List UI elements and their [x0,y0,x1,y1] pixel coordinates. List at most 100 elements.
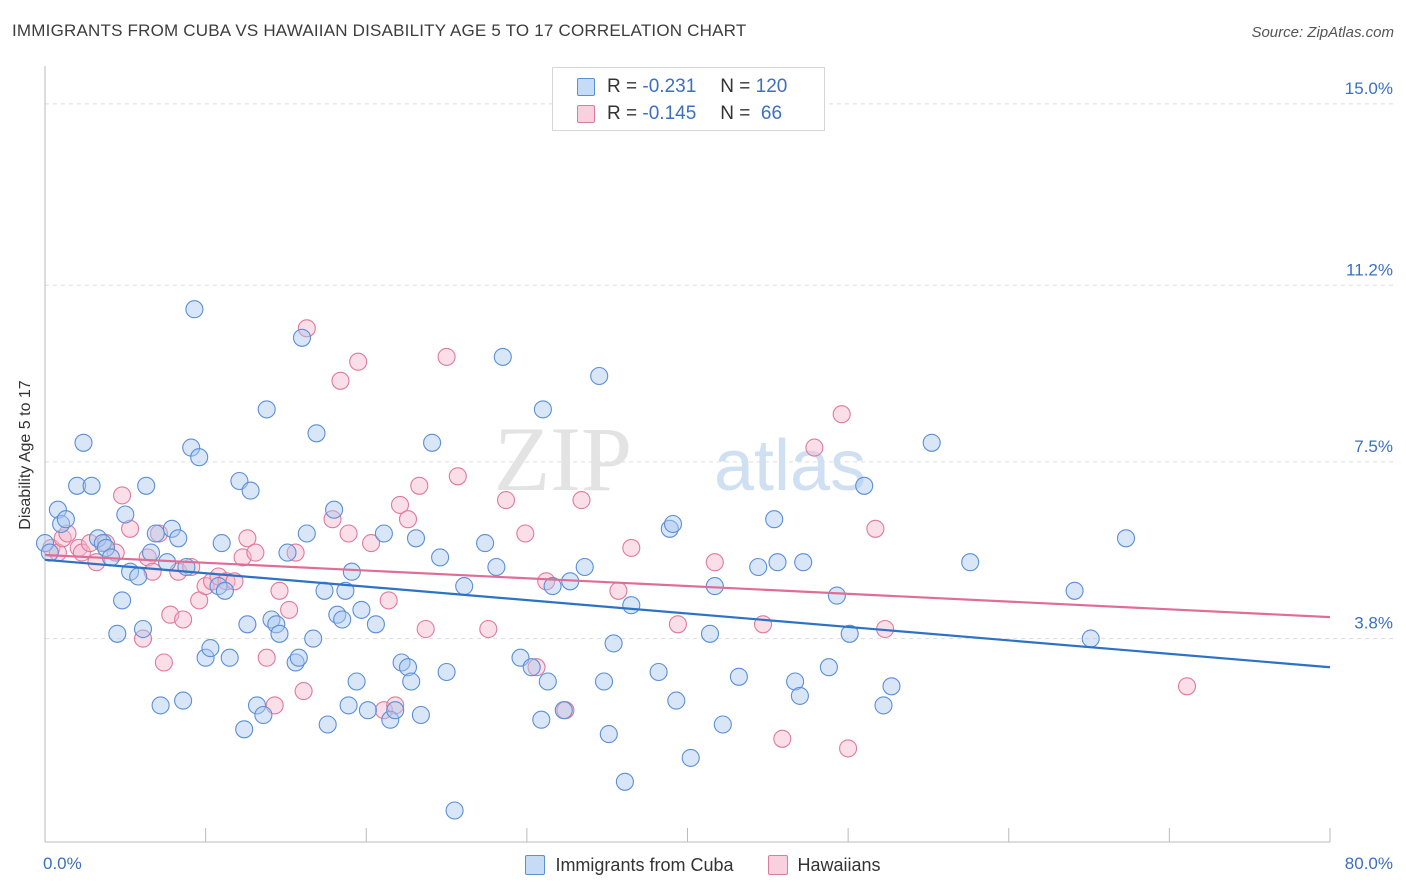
cuba-point [794,553,813,572]
cuba-point [129,567,148,586]
x-tick-label-min: 0.0% [43,854,82,873]
cuba-point [667,691,686,710]
cuba-point [554,701,573,720]
hawaiians-point [323,510,342,529]
cuba-point [325,500,344,519]
cuba-point [374,524,393,543]
hawaiians-point [133,629,153,648]
cuba-point [241,481,260,500]
hawaiians-point [398,510,418,529]
legend-item-cuba[interactable]: Immigrants from Cuba [525,852,734,878]
hawaiians-point [339,524,358,543]
hawaiians-point [138,548,157,567]
x-tick-label-max: 80.0% [1345,854,1393,873]
hawaiians-point [410,476,429,495]
cuba-point [347,672,366,691]
correlation-legend: R = -0.231 N = 120 R = -0.145 N = 66 [552,67,825,131]
cuba-point [402,672,421,691]
hawaiians-point [362,534,381,553]
cuba-point [304,629,323,648]
hawaiians-n-value: 66 [755,103,783,124]
trend-lines [44,553,1331,669]
cuba-point [52,514,71,534]
cuba-point [522,658,541,677]
cuba-point [604,634,623,653]
hawaiians-point [106,543,125,562]
cuba-point [137,476,156,495]
cuba-point [423,433,442,452]
hawaiians-point [839,739,858,758]
cuba-point [538,672,557,691]
legend-label-cuba: Immigrants from Cuba [555,854,734,875]
cuba-point [169,529,188,548]
cuba-point [533,400,552,419]
legend-label-hawaiians: Hawaiians [797,854,881,875]
cuba-point [333,610,352,629]
cuba-point [201,639,220,658]
cuba-point [366,615,385,634]
hawaiians-point [527,658,546,677]
cuba-point [133,619,153,639]
cuba-point [174,691,193,710]
cuba-point [358,701,377,720]
series-legend: Immigrants from Cuba Hawaiians [0,852,1406,878]
cuba-point [1116,529,1136,548]
cuba-point [270,624,289,643]
cuba-point [96,538,116,557]
hawaiians-point [154,653,173,672]
cuba-point [594,672,614,691]
n-label: N = [720,76,751,97]
hawaiians-point [174,610,193,629]
cuba-point [768,553,787,572]
hawaiians-point [113,486,132,505]
cuba-point [713,715,732,734]
cuba-point [339,696,358,715]
cuba-point [411,705,430,725]
watermark-atlas: atlas [714,426,866,506]
cuba-point [56,510,75,529]
hawaiians-point [331,371,350,390]
source-note: Source: ZipAtlas.com [1251,24,1394,41]
hawaiians-point [297,319,316,338]
grid-layer [45,103,1393,640]
cuba-point [108,624,127,643]
chart-title: IMMIGRANTS FROM CUBA VS HAWAIIAN DISABIL… [12,21,747,40]
cuba-point [786,672,805,691]
cuba-point [336,581,355,600]
cuba-point [307,424,326,443]
cuba-point [315,581,334,600]
hawaiians-point [121,519,140,538]
cuba-point [455,577,474,596]
cuba-point [575,557,594,577]
hawaiians-point [53,529,72,548]
cuba-point [681,748,700,767]
cuba-r-value: -0.231 [642,76,697,97]
cuba-point [476,534,495,553]
cuba-point [700,624,720,643]
cuba-swatch [577,78,595,96]
hawaiians-point [416,619,435,639]
cuba-point [220,648,239,667]
hawaiians-point [448,467,467,486]
cuba-trend-line [44,558,1331,669]
cuba-point [649,662,668,682]
hawaiians-point [238,529,257,548]
cuba-point [342,562,361,581]
hawaiians-point [437,347,456,366]
hawaiians-point [294,682,313,701]
cuba-point [922,433,941,452]
cuba-point [190,448,209,467]
hawaiians-point [609,581,628,600]
cuba-point [445,801,464,820]
cuba-point [141,543,161,562]
hawaiians-legend-swatch [767,855,788,875]
cuba-point [840,624,859,643]
legend-item-hawaiians[interactable]: Hawaiians [767,852,881,878]
cuba-point [162,519,181,538]
cuba-point [855,476,874,495]
cuba-point [215,581,234,600]
y-tick-label: 15.0% [1345,79,1393,98]
cuba-point [35,534,55,553]
cuba-point [235,720,254,739]
